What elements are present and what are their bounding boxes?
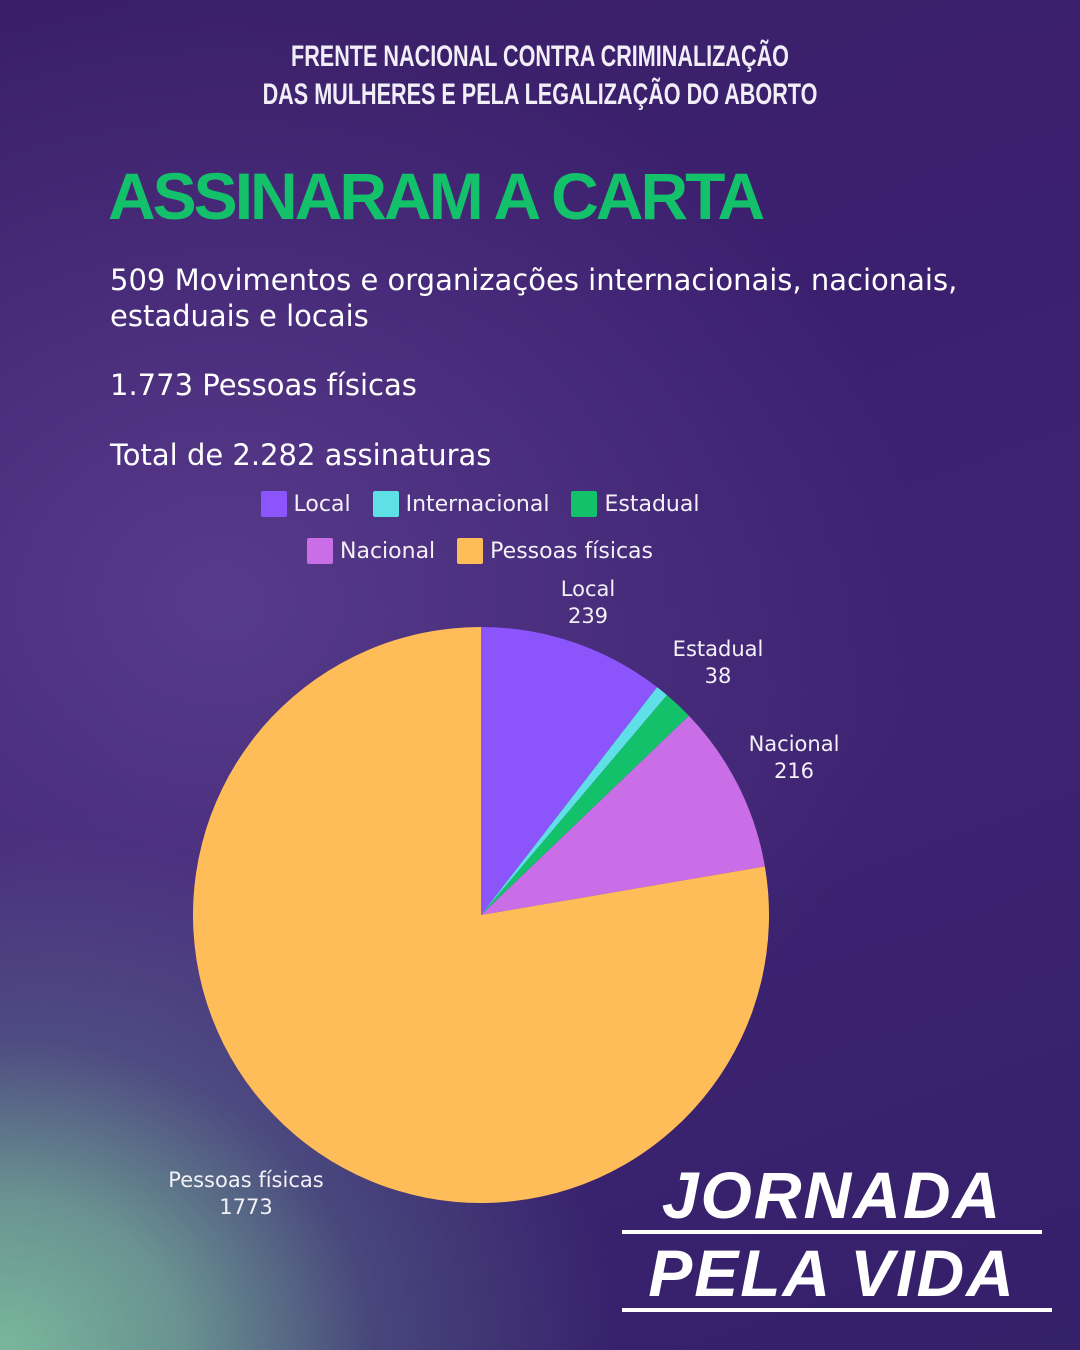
individuals-stat: 1.773 Pessoas físicas — [110, 368, 417, 402]
legend-label-estadual: Estadual — [604, 491, 700, 517]
pie-slice-nacional — [481, 715, 765, 915]
logo-rule-2 — [622, 1308, 1052, 1312]
pie-label-name-local: Local — [561, 577, 615, 601]
organization-header-line-1: FRENTE NACIONAL CONTRA CRIMINALIZAÇÃO — [291, 40, 789, 73]
jornada-pela-vida-logo: JORNADA PELA VIDA — [612, 1160, 1052, 1312]
logo-rule-1 — [622, 1230, 1042, 1234]
total-stat: Total de 2.282 assinaturas — [110, 438, 492, 472]
pie-slice-pessoas-fisicas — [192, 627, 769, 1203]
pie-label-value-estadual: 38 — [705, 664, 732, 688]
logo-line-2: PELA VIDA — [648, 1236, 1016, 1310]
pie-label-name-estadual: Estadual — [673, 637, 764, 661]
chart-legend-row-2: Nacional Pessoas físicas — [0, 538, 960, 564]
legend-swatch-internacional — [372, 491, 399, 517]
pie-slice-local — [481, 627, 658, 915]
pie-label-name-nacional: Nacional — [749, 732, 840, 756]
legend-item-local: Local — [260, 491, 351, 517]
pie-slice-internacional — [481, 687, 667, 915]
legend-swatch-local — [260, 491, 287, 517]
legend-item-pessoas-fisicas: Pessoas físicas — [457, 538, 653, 564]
pie-slice-estadual — [481, 695, 689, 915]
pie-label-name-pessoas-fisicas: Pessoas físicas — [168, 1168, 323, 1192]
page-title: ASSINARAM A CARTA — [108, 159, 765, 233]
pie-label-value-pessoas-fisicas: 1773 — [219, 1195, 272, 1219]
legend-swatch-estadual — [571, 491, 598, 517]
organization-header: FRENTE NACIONAL CONTRA CRIMINALIZAÇÃO DA… — [151, 38, 929, 114]
legend-item-nacional: Nacional — [307, 538, 435, 564]
pie-label-value-nacional: 216 — [774, 759, 814, 783]
pie-label-value-local: 239 — [568, 604, 608, 628]
legend-label-nacional: Nacional — [340, 538, 436, 564]
logo-line-1: JORNADA — [661, 1158, 1003, 1232]
legend-label-internacional: Internacional — [405, 491, 550, 517]
organization-header-line-2: DAS MULHERES E PELA LEGALIZAÇÃO DO ABORT… — [262, 78, 818, 111]
legend-swatch-pessoas-fisicas — [457, 538, 484, 564]
legend-item-estadual: Estadual — [571, 491, 699, 517]
chart-legend-row-1: Local Internacional Estadual — [0, 491, 960, 517]
legend-item-internacional: Internacional — [372, 491, 550, 517]
legend-label-pessoas-fisicas: Pessoas físicas — [490, 538, 653, 564]
legend-label-local: Local — [293, 491, 351, 517]
legend-swatch-nacional — [307, 538, 334, 564]
organizations-stat: 509 Movimentos e organizações internacio… — [110, 263, 958, 333]
